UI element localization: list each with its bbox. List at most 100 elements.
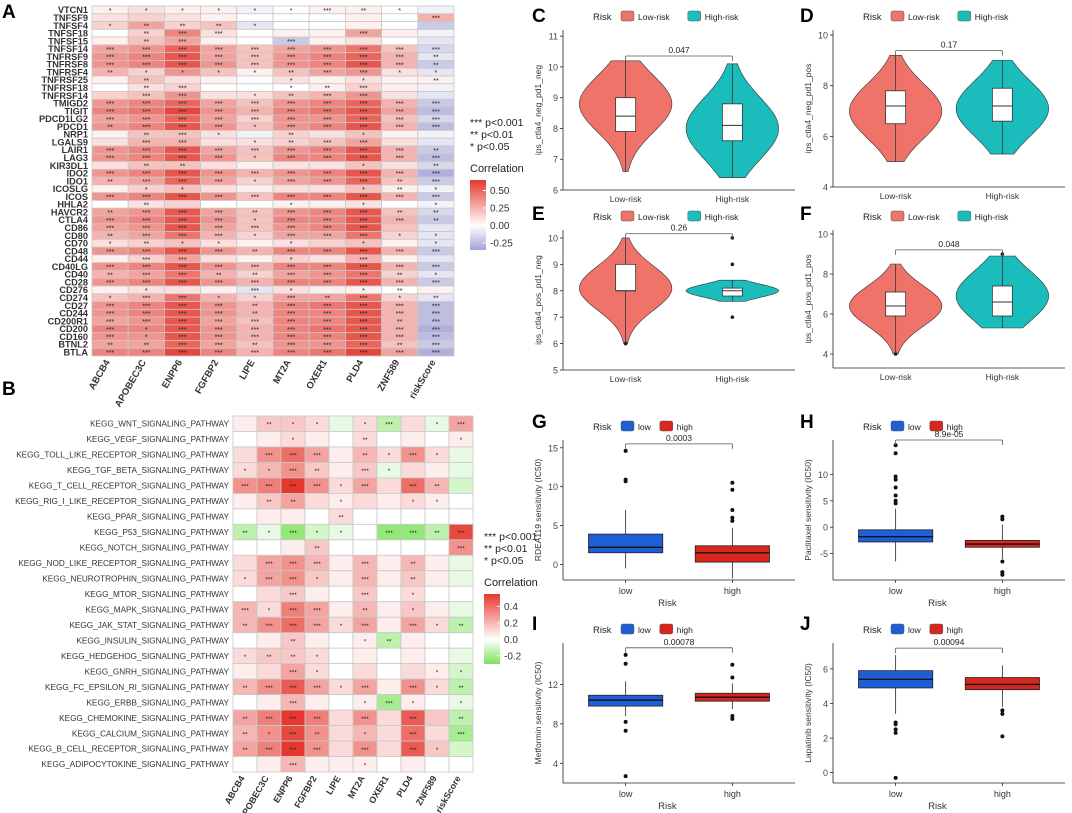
sig-star: *** — [313, 685, 321, 692]
heat-cell — [417, 83, 455, 92]
sig-star: *** — [323, 265, 331, 272]
sig-star: * — [460, 669, 463, 676]
heat-cell — [417, 137, 455, 147]
sig-star: * — [412, 700, 415, 707]
sig-star: *** — [251, 47, 259, 54]
sig-star: *** — [215, 280, 223, 287]
sig-star: *** — [251, 288, 259, 295]
sig-star: *** — [409, 731, 417, 738]
sig-star: *** — [396, 117, 404, 124]
sig-star: *** — [323, 226, 331, 233]
x-tick-label: low — [619, 789, 633, 799]
sig-star: * — [398, 233, 401, 240]
row-label: TNFSF18 — [48, 29, 88, 39]
outlier-point — [893, 720, 898, 725]
heat-cell — [200, 161, 238, 170]
sig-star: * — [362, 288, 365, 295]
heat-cell — [200, 254, 238, 264]
sig-star: *** — [396, 125, 404, 132]
sig-star: * — [145, 8, 148, 15]
sig-star: *** — [432, 16, 440, 23]
heat-cell — [308, 238, 346, 248]
sig-star: *** — [215, 179, 223, 186]
sig-legend-entry: ** p<0.01 — [470, 129, 514, 141]
sig-star: *** — [409, 623, 417, 630]
heat-cell — [424, 585, 450, 603]
column-label: FGFBP2 — [292, 774, 318, 810]
sig-star: *** — [359, 62, 367, 69]
y-axis-label: Metformin sensitivity (IC50) — [533, 661, 543, 764]
row-label: CD28 — [65, 277, 89, 287]
heat-cell — [328, 740, 354, 757]
sig-star: ** — [144, 23, 150, 30]
row-label: TNFRSF4 — [47, 67, 89, 77]
legend-tick-label: 0.4 — [504, 602, 518, 613]
row-label: BTNL2 — [58, 340, 88, 350]
sig-star: *** — [142, 233, 150, 240]
legend-key — [687, 210, 702, 222]
sig-star: * — [145, 70, 148, 77]
sig-star: * — [316, 577, 319, 584]
sig-star: * — [145, 288, 148, 295]
column-label: APOBEC3C — [113, 358, 149, 409]
sig-star: *** — [106, 171, 114, 178]
legend-tick-label: 0.0 — [504, 635, 518, 646]
sig-star: *** — [287, 39, 295, 46]
box-iqr — [694, 545, 770, 563]
sig-star: ** — [397, 272, 403, 279]
legend-title: Risk — [593, 422, 612, 433]
outlier-point — [730, 508, 735, 512]
heat-cell — [381, 223, 419, 232]
outlier-point — [1000, 734, 1005, 739]
heat-cell — [91, 254, 129, 264]
sig-star: * — [362, 202, 365, 209]
heat-cell — [424, 462, 450, 479]
sig-star: *** — [359, 171, 367, 178]
sig-star: *** — [457, 546, 465, 553]
column-label: ZNF589 — [376, 358, 403, 393]
sig-star: ** — [458, 623, 464, 630]
violin-box — [991, 285, 1013, 317]
heat-cell — [236, 200, 274, 209]
sig-star: ** — [433, 62, 439, 69]
x-tick-label: low — [889, 789, 903, 799]
sig-star: * — [181, 241, 184, 248]
sig-star: * — [316, 669, 319, 676]
row-label: TNFRSF14 — [42, 91, 89, 101]
heat-cell — [236, 75, 274, 85]
row-label: CD86 — [65, 223, 89, 233]
outlier-point — [623, 774, 628, 779]
sig-star: *** — [359, 342, 367, 349]
legend-key — [659, 623, 674, 635]
sig-star: *** — [142, 280, 150, 287]
heat-cell — [376, 508, 402, 525]
sig-star: *** — [251, 171, 259, 178]
pvalue-label: 0.17 — [941, 40, 958, 50]
y-tick-label: 0 — [553, 560, 558, 570]
sig-star: *** — [251, 101, 259, 108]
y-axis-label: ips_ctla4_neg_pd1_neg — [533, 65, 543, 156]
outlier-point — [893, 451, 898, 456]
sig-star: * — [362, 241, 365, 248]
violin-box — [885, 90, 907, 125]
legend-label: low — [908, 625, 922, 635]
heat-cell — [256, 663, 282, 680]
legend-key — [687, 10, 702, 22]
column-label: OXER1 — [304, 357, 330, 391]
heat-cell — [400, 632, 426, 649]
outlier-point — [730, 480, 735, 485]
sig-star: *** — [106, 55, 114, 62]
sig-star: *** — [287, 319, 295, 326]
outlier-point — [730, 675, 735, 680]
sig-star: ** — [433, 78, 439, 85]
sig-star: *** — [178, 179, 186, 186]
heat-cell — [308, 161, 346, 170]
y-tick-label: 5 — [823, 496, 828, 506]
heat-cell — [256, 632, 282, 649]
sig-star: *** — [287, 117, 295, 124]
sig-star: ** — [288, 93, 294, 100]
heat-cell — [424, 601, 450, 618]
sig-star: * — [412, 607, 415, 614]
sig-star: *** — [106, 335, 114, 342]
row-label: KEGG_INSULIN_SIGNALING_PATHWAY — [76, 636, 229, 645]
